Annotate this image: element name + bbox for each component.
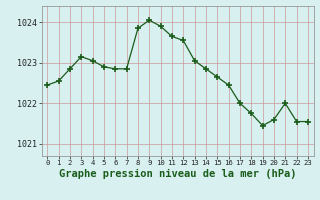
X-axis label: Graphe pression niveau de la mer (hPa): Graphe pression niveau de la mer (hPa) <box>59 169 296 179</box>
